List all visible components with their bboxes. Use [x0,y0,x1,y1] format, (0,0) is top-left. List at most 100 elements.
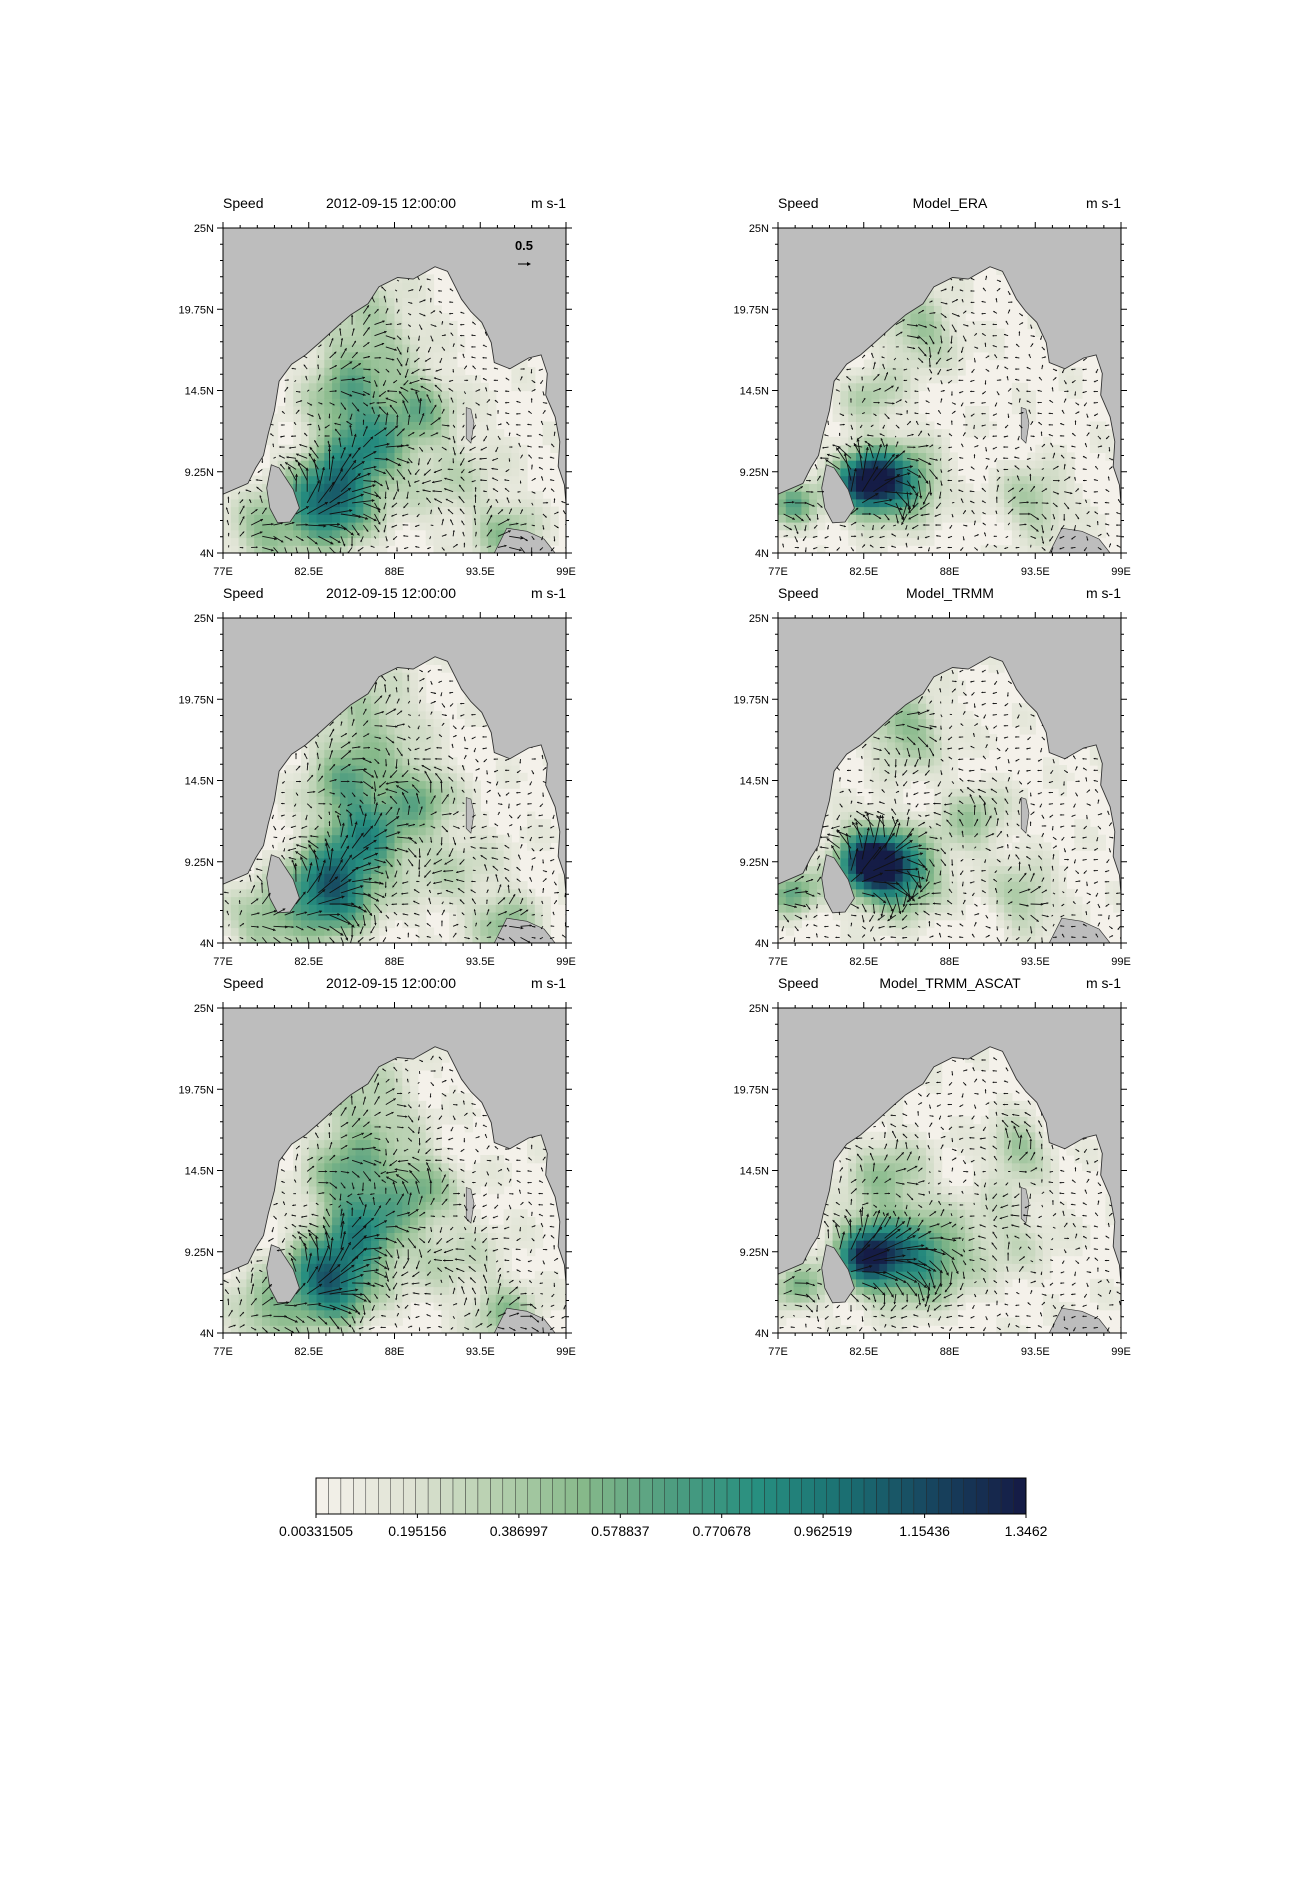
map-panel-3: 77E 82.5E 88E 93.5E 99E 25N 19.75N 14.5N 9.25N 4N… [179,585,576,968]
andaman-islands [1020,797,1030,834]
x-tick-label: 88E [940,1346,960,1358]
map-panel-6: 77E 82.5E 88E 93.5E 99E 25N 19.75N 14.5N 9.25N 4N… [734,975,1131,1358]
colorbar-cell [975,1477,989,1515]
x-tick-label: 99E [1111,956,1131,968]
coastline [777,656,1122,944]
map-panel-5: 77E 82.5E 88E 93.5E 99E 25N 19.75N 14.5N 9.25N 4N… [179,975,576,1358]
andaman-islands [1020,1187,1030,1224]
x-tick-label: 93.5E [1021,1346,1050,1358]
y-tick-label: 19.75N [734,304,770,316]
panel-units-label: m s-1 [1086,975,1121,991]
colorbar-cell [315,1477,329,1515]
x-tick-label: 99E [1111,1346,1131,1358]
y-tick-label: 9.25N [185,1247,214,1259]
colorbar-cell [353,1477,367,1515]
panel-center-label: Model_TRMM [906,585,994,601]
coastline [777,1046,1122,1334]
x-tick-label: 77E [768,956,788,968]
coastline [777,266,1122,554]
sri-lanka-landmass [821,1244,855,1304]
colorbar-cell [577,1477,591,1515]
colorbar-cell [627,1477,641,1515]
colorbar-cell [951,1477,964,1515]
colorbar-cell [863,1477,877,1515]
current-vectors [225,274,566,553]
axis-ticks [217,612,572,949]
x-tick-label: 88E [385,1346,405,1358]
x-tick-label: 82.5E [294,956,323,968]
y-tick-label: 4N [755,548,769,560]
colorbar-cell [427,1477,441,1515]
colorbar-cell [328,1477,342,1515]
colorbar-cell [988,1477,1002,1515]
colorbar-cell [415,1477,429,1515]
colorbar-cell [938,1477,952,1515]
y-tick-label: 25N [194,223,214,235]
sri-lanka-landmass [266,854,300,914]
y-tick-label: 4N [200,1328,214,1340]
coastline [222,1046,567,1334]
y-tick-label: 9.25N [740,467,769,479]
colorbar-cell [714,1477,728,1515]
colorbar-cell [477,1477,491,1515]
colorbar-cell [515,1477,528,1515]
y-tick-label: 19.75N [734,694,770,706]
colorbar-label: 1.3462 [1005,1523,1048,1539]
colorbar-cell [789,1477,802,1515]
sri-lanka-landmass [821,854,855,914]
x-tick-label: 82.5E [849,1346,878,1358]
panel-variable-label: Speed [223,195,263,211]
x-tick-label: 77E [213,566,233,578]
colorbar-cell [814,1477,827,1515]
colorbar-cell [838,1477,852,1515]
colorbar-cell [490,1477,504,1515]
sri-lanka-landmass [266,464,300,524]
y-tick-label: 25N [749,1003,769,1015]
x-tick-label: 88E [940,566,960,578]
x-tick-label: 82.5E [849,956,878,968]
andaman-islands [465,797,475,834]
x-tick-label: 82.5E [849,566,878,578]
coastline [222,266,567,554]
colorbar-cell [589,1477,603,1515]
colorbar-cell [502,1477,516,1515]
colorbar-cell [901,1477,915,1515]
colorbar-cell [639,1477,653,1515]
colorbar-label: 0.00331505 [279,1523,353,1539]
colorbar-cell [340,1477,354,1515]
y-tick-label: 14.5N [740,1166,769,1178]
colorbar-cell [963,1477,977,1515]
x-tick-label: 82.5E [294,1346,323,1358]
y-tick-label: 4N [200,938,214,950]
panel-center-label: Model_TRMM_ASCAT [879,975,1021,991]
y-tick-label: 9.25N [740,1247,769,1259]
panel-variable-label: Speed [778,975,818,991]
colorbar-cell [926,1477,940,1515]
sri-lanka-landmass [266,1244,300,1304]
y-tick-label: 19.75N [179,1084,215,1096]
colorbar-cell [378,1477,391,1515]
panel-variable-label: Speed [778,585,818,601]
colorbar-cell [564,1477,578,1515]
colorbar-cell [465,1477,479,1515]
current-vectors [223,664,566,943]
x-tick-label: 99E [1111,566,1131,578]
y-tick-label: 9.25N [185,467,214,479]
axis-ticks [772,222,1127,559]
y-tick-label: 14.5N [185,386,214,398]
current-vectors [779,669,1121,943]
colorbar: 0.00331505 0.195156 0.386997 0.578837 0.7706… [279,1477,1048,1539]
y-tick-label: 4N [755,1328,769,1340]
colorbar-cell [527,1477,541,1515]
colorbar-cell [652,1477,665,1515]
panel-variable-label: Speed [223,585,263,601]
colorbar-cell [726,1477,740,1515]
colorbar-cells [315,1477,1027,1515]
map-panel-4: 77E 82.5E 88E 93.5E 99E 25N 19.75N 14.5N 9.25N 4N… [734,585,1131,968]
x-tick-label: 93.5E [466,956,495,968]
colorbar-cell [801,1477,815,1515]
colorbar-cell [1013,1477,1027,1515]
colorbar-frame [315,1477,1027,1515]
